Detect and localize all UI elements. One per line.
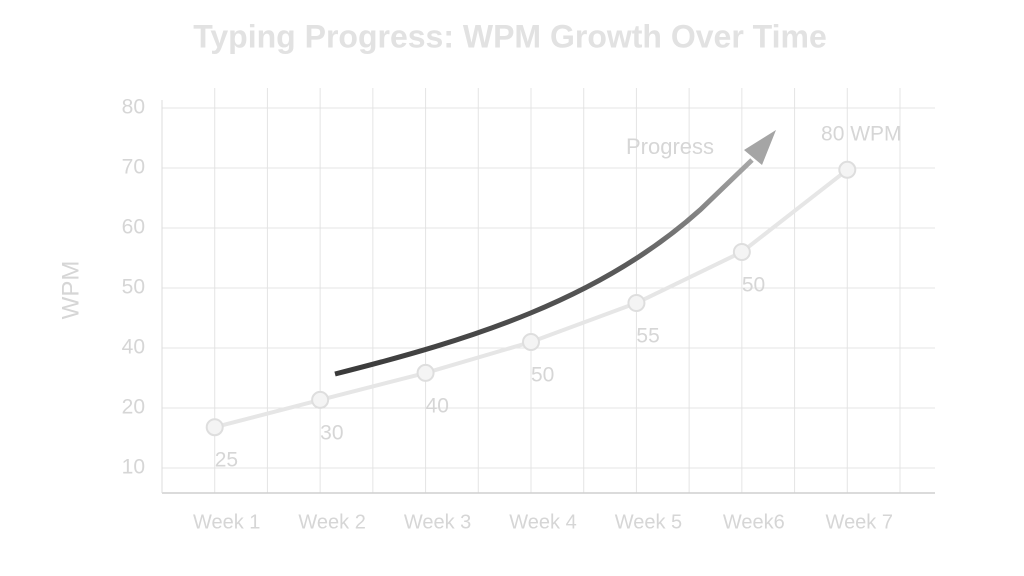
progress-arrowhead <box>744 130 776 165</box>
y-tick-label: 50 <box>122 276 145 299</box>
chart-title: Typing Progress: WPM Growth Over Time <box>193 18 827 54</box>
annotation: 55 <box>636 325 659 348</box>
x-tick-label: Week 5 <box>615 511 682 533</box>
y-tick-label: 10 <box>122 456 145 479</box>
data-point <box>522 333 540 351</box>
annotation: 30 <box>320 421 343 444</box>
x-tick-label: Week 3 <box>404 511 471 533</box>
data-point <box>627 294 646 312</box>
data-point <box>838 160 857 179</box>
x-tick-label: Week 7 <box>826 511 893 533</box>
annotation: 40 <box>426 394 449 417</box>
y-tick-label: 60 <box>122 216 145 239</box>
arrow-label: Progress <box>626 134 714 159</box>
annotation: 25 <box>215 449 238 472</box>
y-tick-label: 70 <box>122 156 145 179</box>
y-tick-label: 20 <box>122 396 145 419</box>
y-tick-label: 40 <box>122 336 145 359</box>
x-tick-label: Week 4 <box>509 511 576 533</box>
y-tick-label: 80 <box>122 96 145 119</box>
progress-arrow <box>334 158 754 377</box>
annotation: 50 <box>742 274 765 297</box>
x-tick-label: Week 2 <box>298 511 365 533</box>
x-tick-label: Week6 <box>723 511 785 533</box>
data-point <box>732 243 751 261</box>
data-point <box>205 418 224 437</box>
data-point <box>416 363 435 382</box>
annotation: 50 <box>531 364 554 387</box>
annotation: 80 WPM <box>821 122 902 145</box>
data-point <box>311 390 330 409</box>
y-axis-label: WPM <box>57 261 84 320</box>
grid <box>162 88 935 493</box>
x-tick-label: Week 1 <box>193 511 260 533</box>
